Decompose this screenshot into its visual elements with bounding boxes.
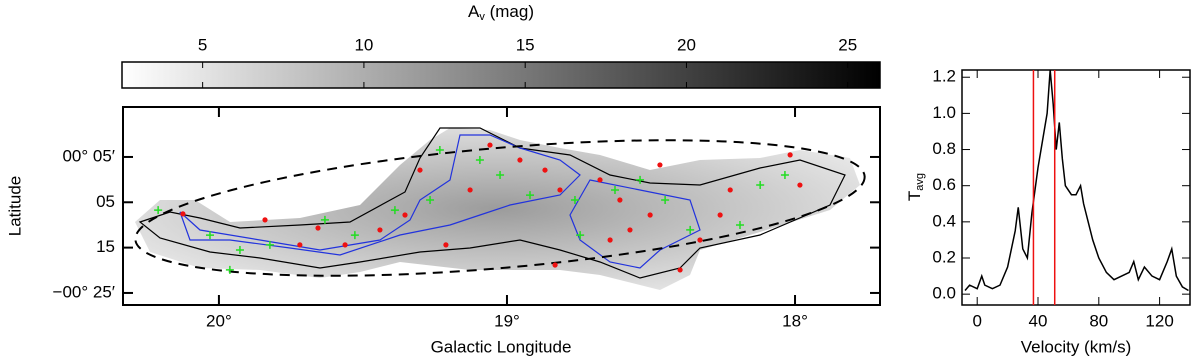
cross-marker (736, 221, 745, 230)
colorbar-title: Av (mag) (468, 2, 534, 22)
dot-marker (597, 177, 603, 183)
spectrum-line (964, 69, 1189, 292)
cross-marker (390, 206, 399, 215)
dot-marker (180, 211, 186, 217)
dot-marker (727, 187, 733, 193)
x-tick-label: 80 (1089, 311, 1108, 330)
dot-marker (342, 242, 348, 248)
dot-marker (487, 142, 493, 148)
dot-marker (627, 227, 633, 233)
cross-marker (265, 240, 274, 249)
y-tick-label: 0.4 (932, 211, 956, 230)
colorbar (121, 61, 881, 89)
colorbar-tick-label: 5 (198, 35, 207, 54)
cross-marker (526, 191, 535, 200)
cross-marker (320, 215, 329, 224)
cross-marker (435, 145, 444, 154)
colorbar-tick-label: 25 (838, 35, 857, 54)
dot-marker (315, 225, 321, 231)
cross-marker (756, 181, 765, 190)
cross-marker (686, 225, 695, 234)
spectrum-frame (961, 69, 1191, 306)
cross-marker (570, 196, 579, 205)
y-tick-label: 1.2 (932, 67, 956, 86)
x-tick-label: 0 (972, 311, 981, 330)
dot-marker (717, 212, 723, 218)
cross-marker (475, 156, 484, 165)
dot-marker (797, 182, 803, 188)
y-tick-label: −00° 25′ (53, 282, 115, 301)
dot-marker (552, 262, 558, 268)
cross-marker (636, 175, 645, 184)
y-tick-label: 05 (96, 192, 115, 211)
x-axis-label: Velocity (km/s) (1021, 337, 1132, 356)
dot-marker (262, 217, 268, 223)
dot-marker (657, 162, 663, 168)
colorbar-tick-label: 20 (677, 35, 696, 54)
dot-marker (377, 227, 383, 233)
dot-marker (467, 187, 473, 193)
cross-marker (576, 231, 585, 240)
y-tick-label: 00° 05′ (62, 146, 115, 165)
cross-marker (496, 170, 505, 179)
y-tick-label: 15 (96, 237, 115, 256)
cross-marker (661, 196, 670, 205)
cross-marker (154, 206, 163, 215)
map-frame (122, 106, 881, 306)
dot-marker (617, 197, 623, 203)
dot-marker (697, 237, 703, 243)
cross-marker (780, 170, 789, 179)
cross-marker (205, 231, 214, 240)
dot-marker (647, 212, 653, 218)
dot-marker (607, 237, 613, 243)
x-tick-label: 18° (782, 311, 808, 330)
dot-marker (557, 187, 563, 193)
x-axis-label: Galactic Longitude (431, 337, 572, 356)
cross-marker (610, 185, 619, 194)
dot-marker (787, 152, 793, 158)
y-tick-label: 0.0 (932, 284, 956, 303)
dot-marker (297, 242, 303, 248)
dot-marker (542, 167, 548, 173)
dot-marker (417, 167, 423, 173)
x-tick-label: 120 (1145, 311, 1173, 330)
y-tick-label: 0.6 (932, 175, 956, 194)
x-tick-label: 19° (494, 311, 520, 330)
x-tick-label: 40 (1029, 311, 1048, 330)
extinction-map (134, 127, 866, 290)
cross-marker (426, 196, 435, 205)
cross-marker (235, 246, 244, 255)
cross-marker (225, 265, 234, 274)
dot-marker (443, 242, 449, 248)
cross-marker (350, 231, 359, 240)
colorbar-tick-label: 15 (516, 35, 535, 54)
y-axis-label: Latitude (5, 176, 24, 237)
y-axis-label: Tavg (905, 173, 925, 201)
x-tick-label: 20° (206, 311, 232, 330)
colorbar-tick-label: 10 (354, 35, 373, 54)
dot-marker (517, 157, 523, 163)
dot-marker (402, 212, 408, 218)
y-tick-label: 0.2 (932, 247, 956, 266)
y-tick-label: 0.8 (932, 139, 956, 158)
y-tick-label: 1.0 (932, 103, 956, 122)
dot-marker (677, 267, 683, 273)
